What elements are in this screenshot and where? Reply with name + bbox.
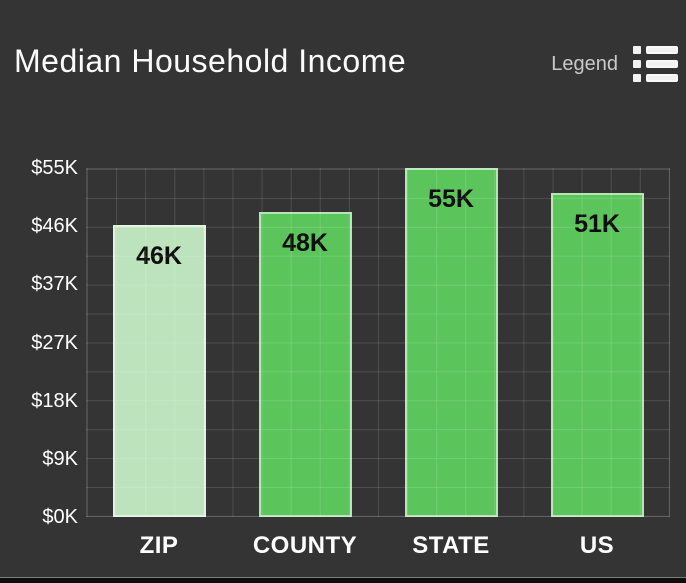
y-axis-tick-label: $46K [31, 215, 78, 238]
x-axis-category-label: ZIP [139, 532, 179, 559]
y-axis-tick-label: $9K [42, 447, 78, 470]
x-axis: ZIP COUNTY STATE US [86, 517, 670, 560]
y-axis-tick-label: $37K [31, 273, 78, 296]
bar-value-label: 46K [136, 242, 182, 271]
bar-state[interactable]: 55K [404, 168, 498, 517]
list-icon-row [633, 46, 678, 54]
bar-chart-plot-area: 46K 48K 55K 51K [86, 168, 670, 517]
bar-us[interactable]: 51K [550, 193, 644, 517]
page-title: Median Household Income [14, 43, 407, 79]
bar-zip[interactable]: 46K [112, 225, 206, 517]
x-axis-category-label: US [579, 532, 615, 559]
bar-value-label: 55K [428, 185, 474, 213]
widget-bottom-edge [0, 577, 686, 583]
y-axis-tick-label: $18K [31, 389, 78, 412]
y-axis-tick-label: $0K [42, 506, 78, 528]
x-axis-category-label: STATE [412, 532, 490, 559]
list-icon [633, 46, 678, 82]
list-icon-row [633, 60, 678, 68]
bar-value-label: 51K [574, 210, 620, 239]
y-axis-tick-label: $27K [31, 331, 78, 354]
legend-button-label: Legend [551, 52, 618, 75]
bar-county[interactable]: 48K [258, 212, 352, 517]
y-axis: $55K $46K $37K $27K $18K $9K $0K [0, 157, 78, 528]
bar-series: 46K 48K 55K 51K [86, 168, 670, 517]
x-axis-category-label: COUNTY [252, 532, 358, 559]
list-icon-row [633, 74, 678, 82]
bar-value-label: 48K [282, 229, 328, 258]
y-axis-tick-label: $55K [31, 157, 78, 179]
legend-button[interactable]: Legend [551, 44, 678, 84]
